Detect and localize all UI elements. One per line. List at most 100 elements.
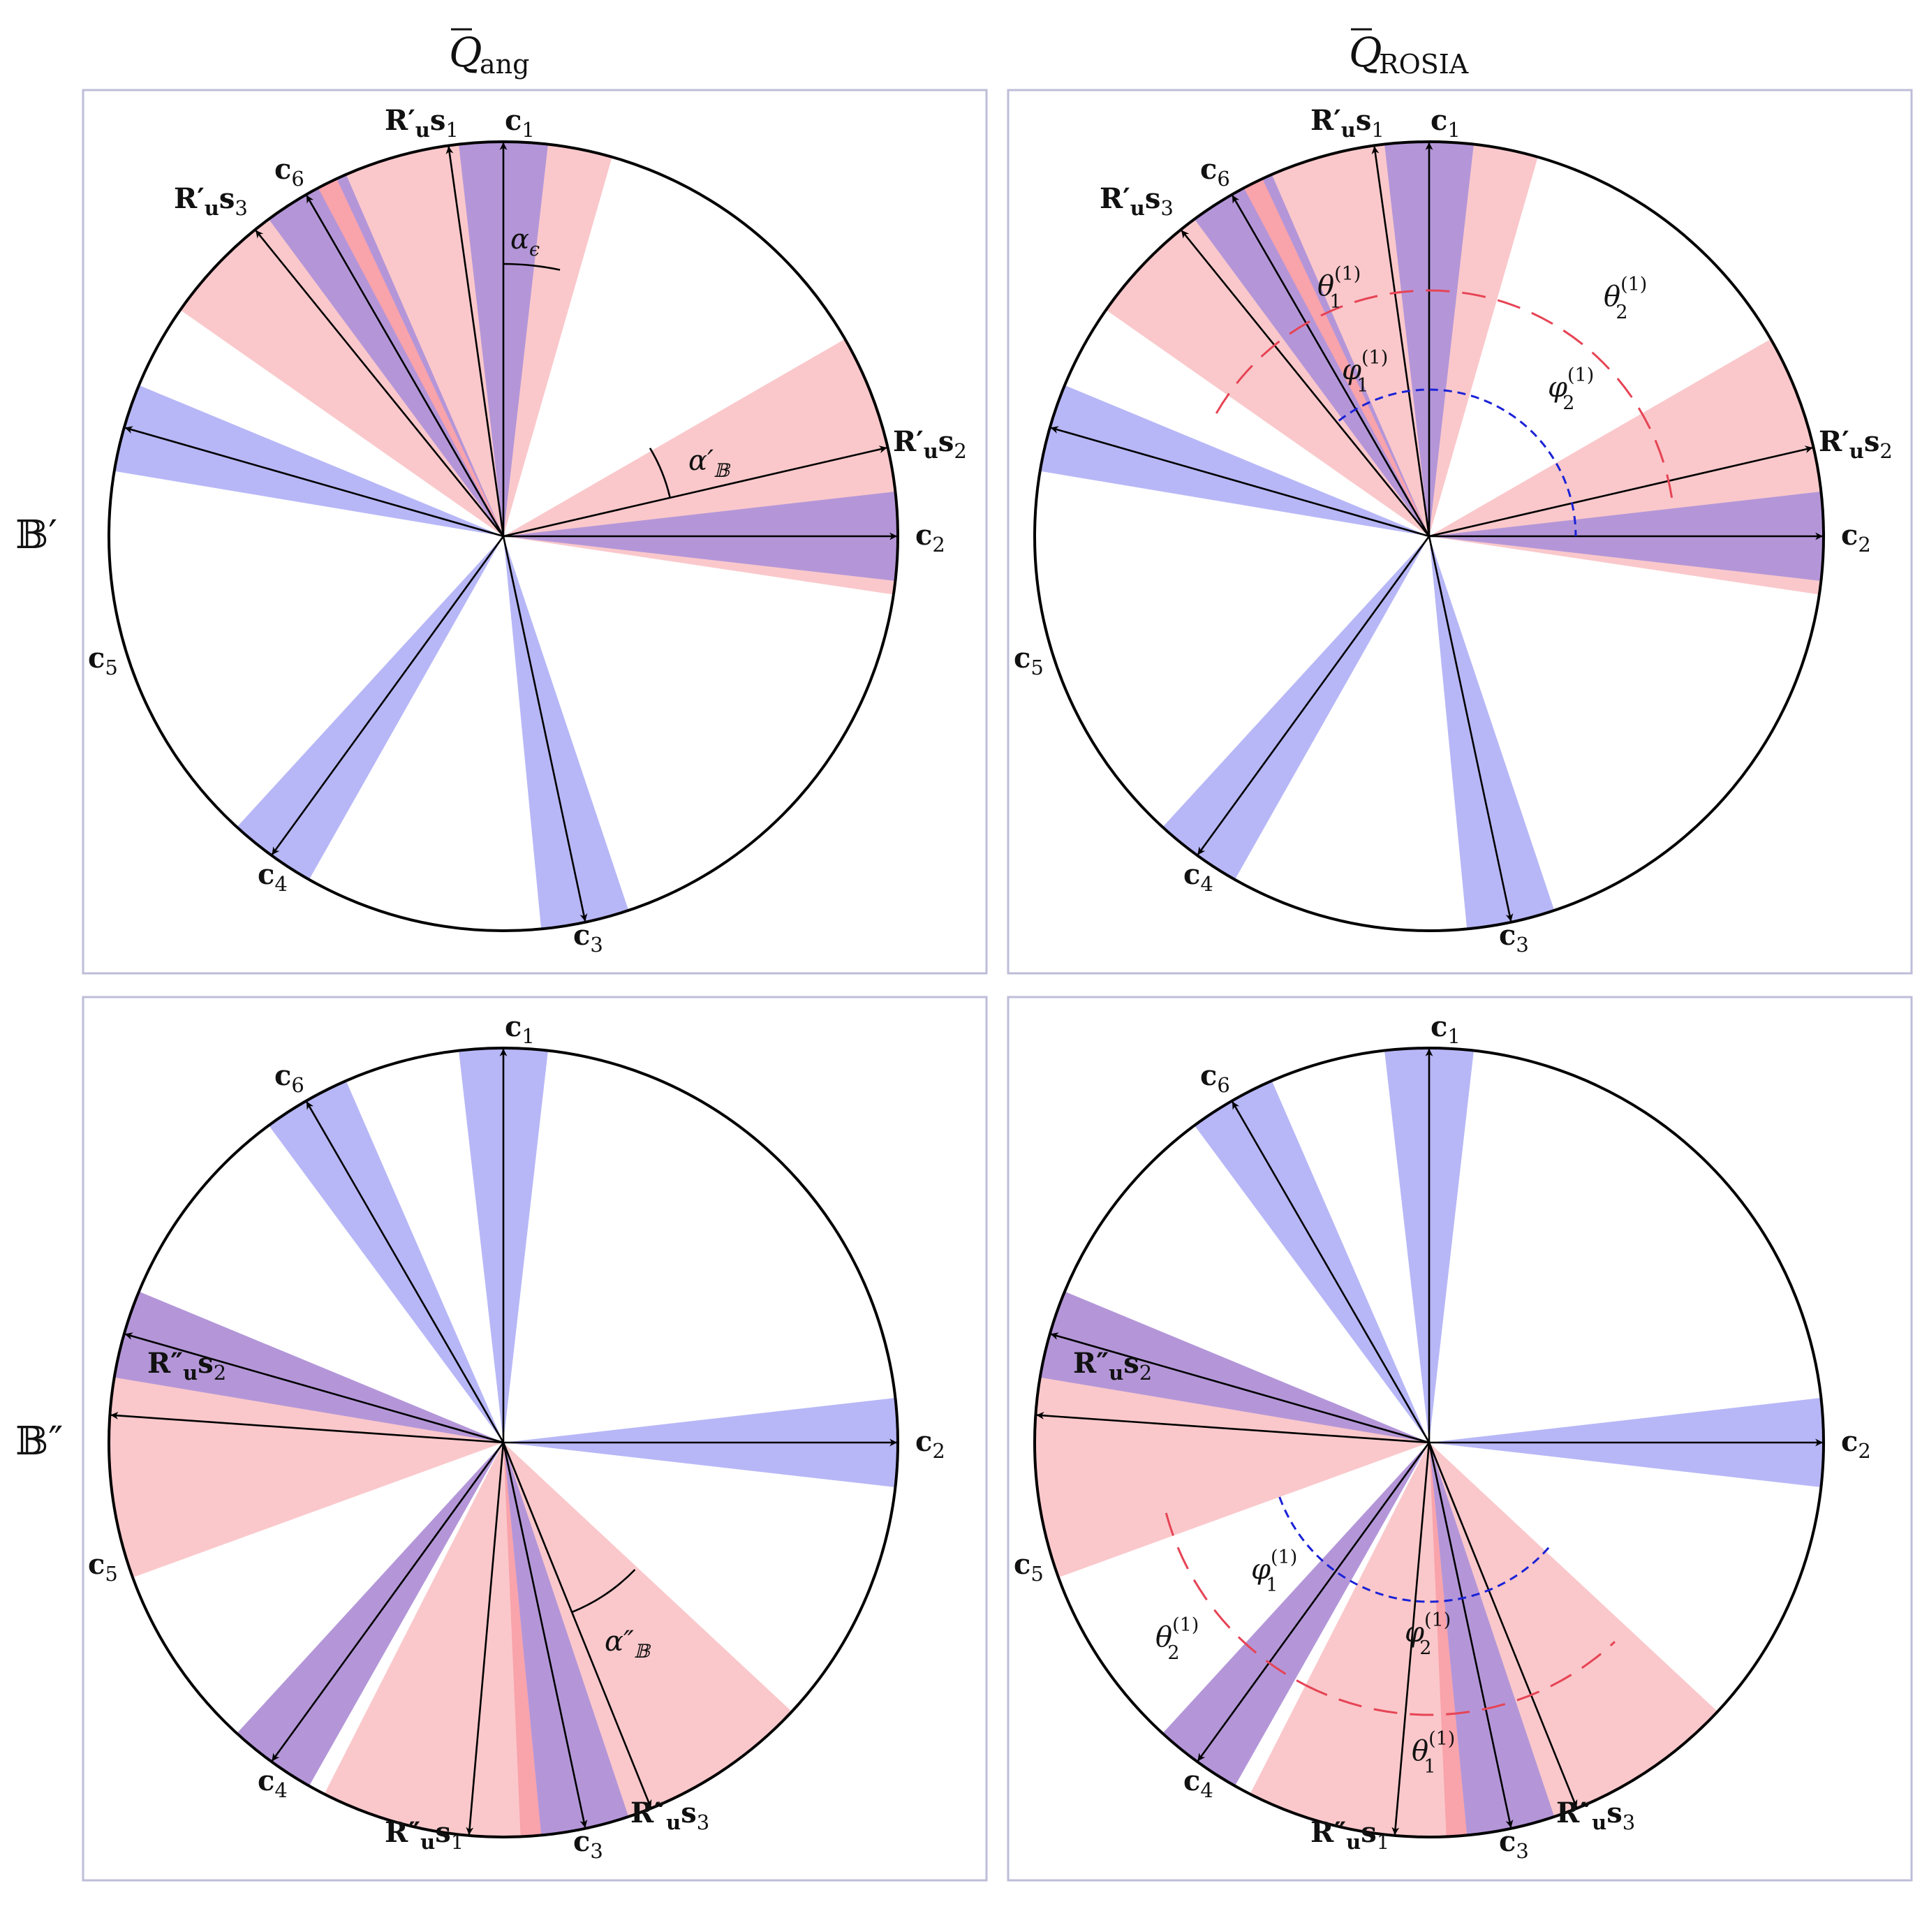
label-c6: c6 <box>274 1059 304 1097</box>
label-rs3: R″us3 <box>1556 1797 1635 1834</box>
label-c1: c1 <box>505 104 535 142</box>
vector-rs1_pp <box>1391 1442 1431 1835</box>
label-c1: c1 <box>1431 1010 1461 1048</box>
vector-c4 <box>1197 536 1431 855</box>
panel-top-right <box>1007 89 1913 975</box>
vector-rs3_p <box>255 230 505 537</box>
red-cone-3 <box>180 152 503 537</box>
label-rs2: R′us2 <box>893 425 967 463</box>
overlap-c4 <box>1162 1443 1429 1786</box>
cone-c5 <box>114 385 503 536</box>
vector-c6 <box>306 195 505 537</box>
vector-c5 <box>124 426 504 538</box>
label-theta2: θ(1) 2 <box>1604 274 1647 323</box>
unit-circle <box>108 1047 899 1838</box>
arc-phi <box>1338 388 1577 537</box>
label-c6: c6 <box>1200 153 1230 191</box>
vector-c5 <box>1050 426 1430 538</box>
vector-rs1_pp <box>466 1442 505 1835</box>
label-theta2: θ(1) 2 <box>1155 1614 1199 1664</box>
vector-rs3_pp <box>1428 1442 1578 1808</box>
label-alpha-eps: αϵ <box>510 223 540 260</box>
cone-c3 <box>1429 536 1555 929</box>
vector-c5 <box>124 1332 504 1444</box>
label-phi2: φ(1) 2 <box>1548 364 1594 414</box>
arc-theta-1 <box>1305 1641 1616 1716</box>
label-c1: c1 <box>1431 104 1461 142</box>
vector-c3 <box>502 1442 588 1828</box>
label-c2: c2 <box>1841 519 1871 556</box>
label-c1: c1 <box>505 1010 535 1048</box>
overlap-c6 <box>268 174 503 536</box>
cone-c6 <box>1194 1080 1429 1443</box>
label-rs1: R″us1 <box>385 1816 464 1854</box>
vector-rs1_p <box>445 146 505 537</box>
overlap-c5 <box>114 1291 503 1443</box>
label-rs3: R′us3 <box>1100 182 1174 220</box>
unit-circle <box>1033 1047 1825 1838</box>
label-phi2: φ(1) 2 <box>1405 1609 1451 1659</box>
row-label-b-double-prime: 𝔹″ <box>15 1419 63 1464</box>
cone-c6 <box>268 1080 503 1443</box>
label-c6: c6 <box>274 153 304 191</box>
label-rs3: R′us3 <box>174 182 248 220</box>
vector-rs3_pp <box>502 1442 652 1808</box>
vector-c4 <box>272 1442 505 1762</box>
overlap-c3 <box>1429 1443 1555 1836</box>
svg-text:Q: Q <box>449 29 482 76</box>
vector-c4 <box>1197 1442 1431 1762</box>
label-c2: c2 <box>1841 1425 1871 1463</box>
vector-rs3_p <box>1181 230 1431 537</box>
overlap-c3 <box>503 1443 629 1836</box>
arc-alpha-eps <box>503 263 561 271</box>
label-c5: c5 <box>88 642 118 679</box>
cone-c5 <box>1040 385 1429 536</box>
red-strip-1 <box>1243 178 1429 536</box>
label-c3: c3 <box>1499 1825 1529 1863</box>
diagram-top-left: c1 c2 c3 c4 c5 c6 R′us1 R′us2 R′us3 αϵ α′𝔹 <box>88 104 967 957</box>
vector-c3 <box>1428 1442 1514 1828</box>
label-phi1: φ(1) 1 <box>1342 347 1388 397</box>
vector-c4 <box>272 536 505 855</box>
label-c4: c4 <box>1183 1764 1213 1802</box>
cone-c4 <box>237 536 503 880</box>
red-strip-1 <box>1429 1443 1468 1837</box>
vector-c6 <box>306 1101 505 1443</box>
unit-circle <box>108 140 899 932</box>
label-alpha-b: α″𝔹 <box>605 1625 651 1662</box>
label-theta1: θ(1) 1 <box>1412 1728 1455 1778</box>
arc-theta <box>1215 289 1674 507</box>
arc-alpha-b <box>649 448 671 499</box>
vector-c3 <box>1428 536 1514 922</box>
cone-c4 <box>1162 536 1429 880</box>
label-rs1: R″us1 <box>1310 1816 1389 1854</box>
label-theta1: θ(1) 1 <box>1317 263 1361 313</box>
label-c5: c5 <box>1014 1548 1044 1586</box>
label-c5: c5 <box>88 1548 118 1586</box>
label-phi1: φ(1) 1 <box>1251 1547 1297 1596</box>
vector-c6 <box>1232 1101 1431 1443</box>
label-rs2: R″us2 <box>1073 1347 1152 1385</box>
overlap-c4 <box>237 1443 503 1786</box>
label-rs1: R′us1 <box>1310 104 1384 142</box>
vector-rs2_p <box>1428 445 1813 538</box>
panel-bottom-right <box>1007 996 1913 1882</box>
diagram-bottom-left: c1 c2 c3 c4 c5 c6 R″us1 R″us2 R″us3 α″𝔹 <box>88 1010 945 1863</box>
red-strip-1 <box>318 178 503 536</box>
label-rs1: R′us1 <box>385 104 459 142</box>
label-c4: c4 <box>1183 858 1213 896</box>
row-label-b-prime: 𝔹′ <box>15 513 57 558</box>
vector-c5 <box>1050 1332 1430 1444</box>
arc-theta-2 <box>1165 1512 1306 1686</box>
label-c6: c6 <box>1200 1059 1230 1097</box>
overlap-c5 <box>1040 1291 1429 1443</box>
svg-text:ang: ang <box>480 49 529 80</box>
label-c2: c2 <box>915 519 945 556</box>
label-rs2: R′us2 <box>1819 425 1893 463</box>
label-rs3: R″us3 <box>630 1797 709 1834</box>
vector-rs2_p <box>503 445 887 538</box>
diagram-bottom-right: c1 c2 c3 c4 c5 c6 R″us1 R″us2 R″us3 θ(1) 2 θ(1) 1 φ(1… <box>1014 1010 1871 1863</box>
label-rs2: R″us2 <box>147 1347 226 1385</box>
panel-top-left <box>82 89 988 975</box>
